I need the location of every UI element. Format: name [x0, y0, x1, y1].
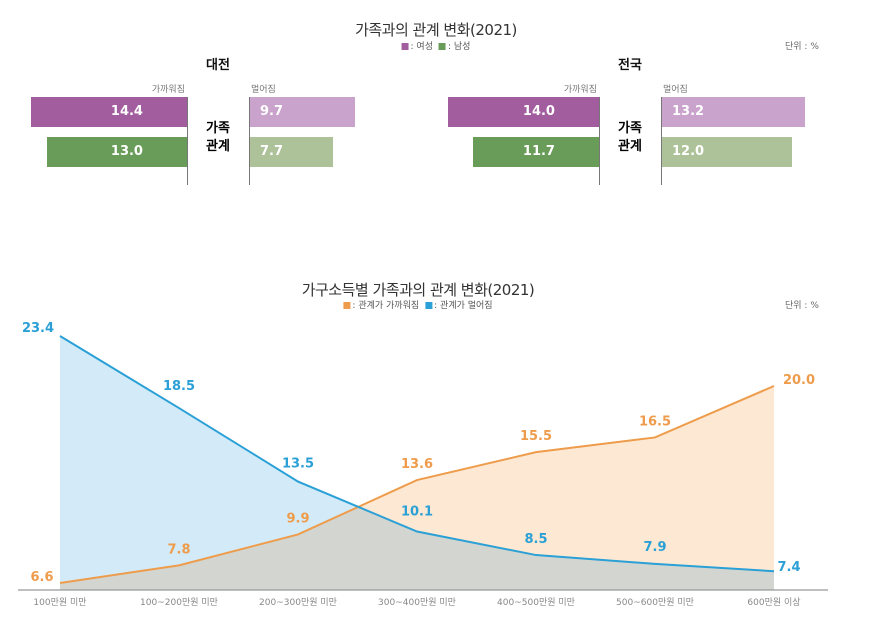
legend-label-farther: : 관계가 멀어짐 [434, 301, 493, 311]
bar-value: 14.4 [110, 104, 143, 119]
data-label-farther: 8.5 [524, 532, 547, 547]
data-label-closer: 20.0 [783, 373, 815, 388]
legend-label-female: : 여성 [410, 42, 433, 52]
data-label-closer: 6.6 [30, 570, 53, 585]
farther-label: 멀어짐 [251, 85, 276, 95]
bar-value: 13.2 [672, 104, 705, 119]
row-label: 가족 관계 [618, 121, 642, 154]
data-label-closer: 7.8 [167, 542, 190, 557]
x-tick-label: 500~600만원 미만 [616, 597, 694, 608]
data-label-closer: 16.5 [639, 414, 671, 429]
data-label-closer: 13.6 [401, 457, 433, 472]
legend-swatch-closer [343, 302, 351, 309]
top-unit-label: 단위 : % [785, 42, 819, 52]
bar-farther-male: 12.0 [662, 137, 792, 167]
row-label: 가족 관계 [206, 121, 230, 154]
data-label-farther: 10.1 [401, 505, 433, 520]
bar-closer-female: 14.0 [447, 97, 599, 127]
legend-item-farther: : 관계가 멀어짐 [425, 298, 493, 311]
data-label-closer: 9.9 [286, 511, 309, 526]
bar-value: 11.7 [522, 144, 555, 159]
area-closer [60, 386, 774, 590]
region-label: 대전 [206, 58, 230, 73]
bar-value: 7.7 [260, 144, 284, 159]
x-tick-label: 100~200만원 미만 [140, 597, 218, 608]
bar-value: 14.0 [522, 104, 555, 119]
bar-closer-male: 13.0 [46, 137, 187, 167]
area-farther [60, 336, 774, 590]
region-label: 전국 [618, 58, 642, 73]
x-tick-label: 100만원 미만 [33, 597, 86, 608]
legend-item-female: : 여성 [401, 39, 433, 52]
top-legend: : 여성 : 남성 [401, 39, 470, 52]
line-farther [59, 335, 775, 573]
axis-line-closer [187, 97, 188, 185]
data-label-farther: 13.5 [282, 457, 314, 472]
data-label-farther: 18.5 [163, 379, 195, 394]
closer-label: 가까워짐 [563, 85, 597, 95]
legend-swatch-farther [425, 302, 433, 309]
bar-closer-male: 11.7 [472, 137, 599, 167]
x-tick-label: 200~300만원 미만 [259, 597, 337, 608]
line-closer [59, 385, 775, 584]
legend-item-closer: : 관계가 가까워짐 [343, 298, 419, 311]
bar-farther-male: 7.7 [250, 137, 334, 167]
bar-closer-female: 14.4 [31, 97, 187, 127]
bottom-unit-label: 단위 : % [785, 301, 819, 311]
data-label-farther: 23.4 [22, 321, 54, 336]
legend-label-closer: : 관계가 가까워짐 [352, 301, 420, 311]
top-chart-title: 가족과의 관계 변화(2021) [355, 21, 517, 39]
axis-line-farther [249, 97, 250, 185]
x-tick-label: 400~500만원 미만 [497, 597, 575, 608]
bottom-legend: : 관계가 가까워짐 : 관계가 멀어짐 [343, 298, 493, 311]
bar-farther-female: 13.2 [662, 97, 805, 127]
x-tick-label: 300~400만원 미만 [378, 597, 456, 608]
bottom-chart-title: 가구소득별 가족과의 관계 변화(2021) [301, 281, 535, 299]
axis-line-closer [599, 97, 600, 185]
legend-label-male: : 남성 [448, 42, 471, 52]
data-label-farther: 7.4 [777, 560, 800, 575]
legend-swatch-female [401, 43, 409, 50]
bar-value: 13.0 [110, 144, 143, 159]
bar-value: 12.0 [672, 144, 705, 159]
bar-farther-female: 9.7 [250, 97, 355, 127]
legend-item-male: : 남성 [439, 39, 470, 52]
legend-swatch-male [439, 43, 446, 50]
farther-label: 멀어짐 [663, 85, 688, 95]
axis-line-farther [661, 97, 662, 185]
data-label-farther: 7.9 [643, 540, 666, 555]
closer-label: 가까워짐 [151, 85, 185, 95]
data-label-closer: 15.5 [520, 429, 552, 444]
x-tick-label: 600만원 이상 [747, 597, 800, 608]
bar-value: 9.7 [260, 104, 284, 119]
